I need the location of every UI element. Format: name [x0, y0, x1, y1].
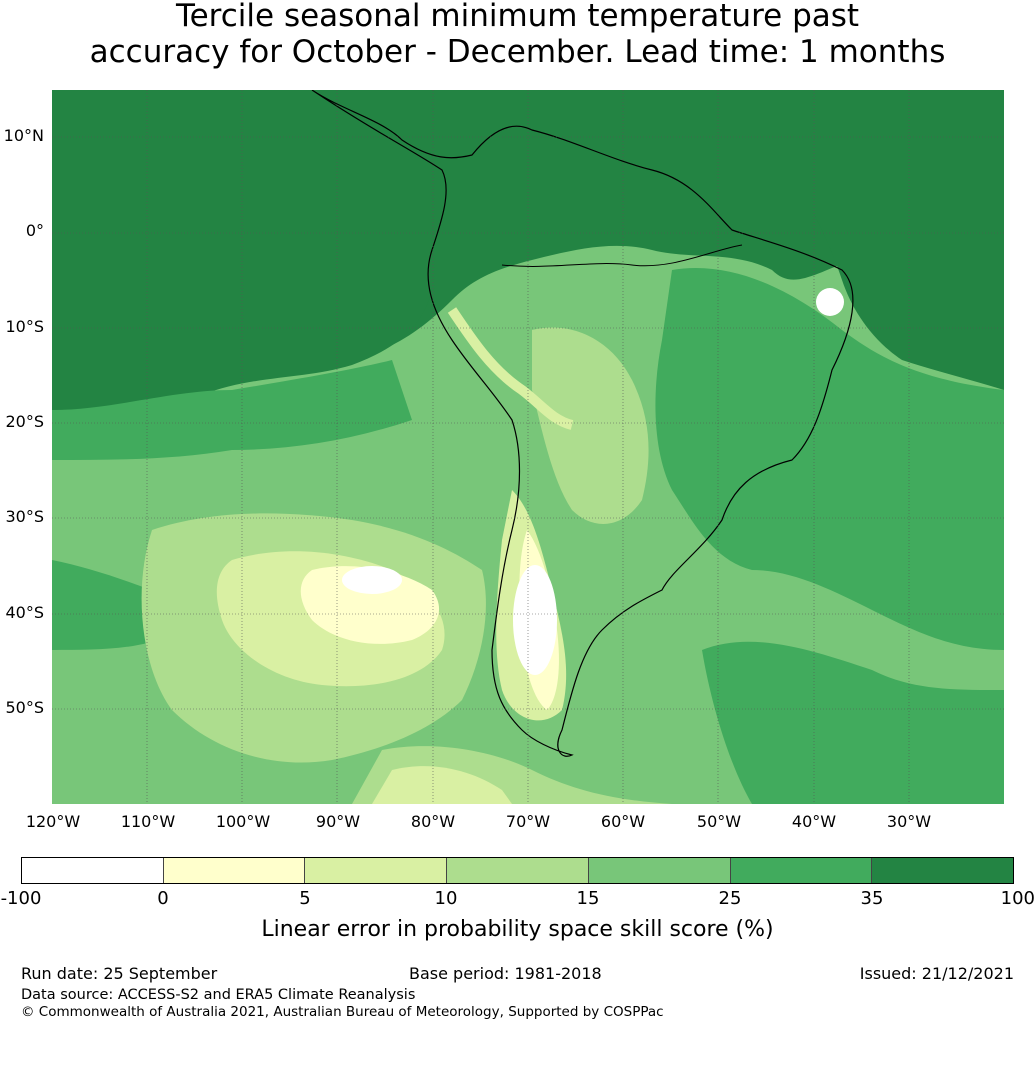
- andes-ridge: [447, 307, 574, 430]
- colorbar-label: Linear error in probability space skill …: [261, 917, 774, 942]
- data-source: Data source: ACCESS-S2 and ERA5 Climate …: [21, 987, 416, 1003]
- skill-zone-5-10-c: [372, 766, 512, 804]
- lon-label-80w: 80°W: [410, 812, 456, 831]
- lat-label-50s: 50°S: [5, 698, 44, 717]
- colorbar-tick-label: 5: [299, 888, 311, 909]
- lon-label-110w: 110°W: [120, 812, 176, 831]
- skill-zone-negative-pacific: [342, 566, 402, 594]
- lon-label-70w: 70°W: [505, 812, 551, 831]
- lon-label-60w: 60°W: [600, 812, 646, 831]
- colorbar-segment: [305, 858, 448, 883]
- copyright: © Commonwealth of Australia 2021, Austra…: [21, 1004, 664, 1020]
- lat-label-20s: 20°S: [5, 412, 44, 431]
- skill-zone-25-35-d: [702, 641, 1004, 804]
- skill-zone-0-5-a: [300, 566, 440, 644]
- skill-zone-25-35-b: [655, 268, 1004, 650]
- skill-zone-25-35-a: [52, 360, 412, 460]
- colorbar-segment: [163, 858, 306, 883]
- lat-label-30s: 30°S: [5, 507, 44, 526]
- colorbar-tick-label: -100: [0, 888, 42, 909]
- colorbar-tick-label: 10: [434, 888, 458, 909]
- graticule: [52, 90, 1004, 804]
- colorbar-tick-label: 100: [1000, 888, 1035, 909]
- lon-label-90w: 90°W: [315, 812, 361, 831]
- skill-zone-10-15-b: [532, 327, 649, 524]
- skill-score-map: [52, 90, 1004, 804]
- colorbar-segment: [872, 858, 1014, 883]
- colorbar-segment: [730, 858, 873, 883]
- colorbar-tick-label: 15: [576, 888, 600, 909]
- coastline-south-america: [311, 90, 854, 757]
- colorbar-segment: [22, 858, 164, 883]
- skill-zone-negative-patagonia: [513, 565, 557, 675]
- lon-label-30w: 30°W: [886, 812, 932, 831]
- colorbar-tick-label: 25: [718, 888, 742, 909]
- colorbar-tick-label: 35: [860, 888, 884, 909]
- amazon-river: [501, 244, 743, 267]
- skill-zone-negative-brazil: [816, 288, 844, 316]
- lat-label-10n: 10°N: [3, 126, 44, 145]
- colorbar-tick-label: 0: [157, 888, 169, 909]
- run-date: Run date: 25 September: [21, 964, 218, 983]
- lat-label-10s: 10°S: [5, 317, 44, 336]
- base-period: Base period: 1981-2018: [409, 964, 602, 983]
- lon-label-120w: 120°W: [25, 812, 81, 831]
- lat-label-40s: 40°S: [5, 603, 44, 622]
- map-title-line-1: Tercile seasonal minimum temperature pas…: [175, 0, 860, 34]
- lat-label-0: 0°: [25, 221, 44, 240]
- skill-zone-dark-east: [812, 210, 1004, 390]
- lon-label-50w: 50°W: [696, 812, 742, 831]
- colorbar-segment: [447, 858, 589, 883]
- colorbar: [21, 857, 1014, 884]
- skill-zone-dark-pacific: [52, 290, 432, 410]
- map-title-line-2: accuracy for October - December. Lead ti…: [89, 34, 946, 70]
- lon-label-40w: 40°W: [791, 812, 837, 831]
- issued-date: Issued: 21/12/2021: [859, 964, 1014, 983]
- colorbar-segment: [588, 858, 731, 883]
- lon-label-100w: 100°W: [215, 812, 271, 831]
